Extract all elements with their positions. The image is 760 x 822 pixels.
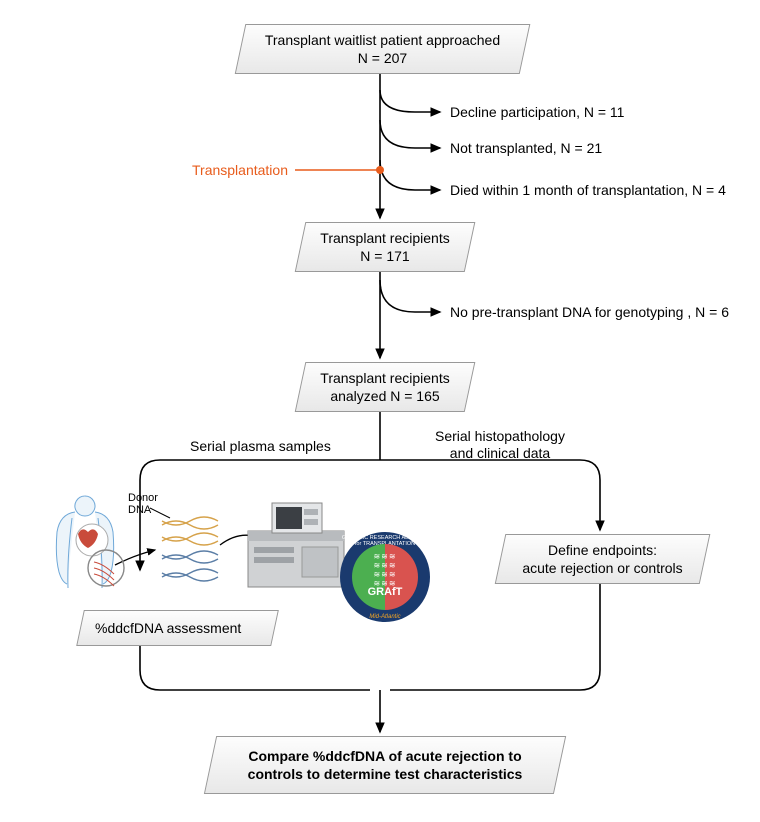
box-endpoints: Define endpoints: acute rejection or con… (495, 534, 711, 584)
sequencer-machine-icon (242, 495, 352, 598)
box-approached-line2: N = 207 (255, 49, 510, 67)
logo-bottom-text: Mid-Atlantic (340, 614, 430, 620)
box-compare: Compare %ddcfDNA of acute rejection to c… (204, 736, 566, 794)
box-approached: Transplant waitlist patient approached N… (235, 24, 531, 74)
transplantation-label: Transplantation (192, 162, 288, 178)
label-serial-plasma: Serial plasma samples (190, 438, 331, 455)
box-assessment-text: %ddcfDNA assessment (95, 619, 260, 637)
box-compare-line1: Compare %ddcfDNA of acute rejection to (227, 747, 543, 765)
logo-center-text: GRAfT (352, 586, 418, 598)
exclusion-decline: Decline participation, N = 11 (450, 104, 624, 120)
box-assessment: %ddcfDNA assessment (76, 610, 279, 646)
exclusion-died: Died within 1 month of transplantation, … (450, 182, 726, 198)
box-analyzed-line1: Transplant recipients (315, 369, 455, 387)
box-analyzed: Transplant recipients analyzed N = 165 (295, 362, 476, 412)
exclusion-not-transplanted: Not transplanted, N = 21 (450, 140, 602, 156)
graft-logo: GENOMIC RESEARCH ALLIANCE for TRANSPLANT… (340, 532, 430, 622)
dna-helix-icon (160, 515, 220, 588)
box-analyzed-line2: analyzed N = 165 (315, 387, 455, 405)
box-recipients-line2: N = 171 (315, 247, 455, 265)
box-endpoints-line2: acute rejection or controls (515, 559, 690, 577)
box-compare-line2: controls to determine test characteristi… (227, 765, 543, 783)
box-endpoints-line1: Define endpoints: (515, 541, 690, 559)
box-recipients: Transplant recipients N = 171 (295, 222, 476, 272)
label-serial-histo-l2: and clinical data (450, 445, 550, 461)
label-serial-histo-l1: Serial histopathology (435, 428, 565, 444)
flowchart-diagram: Transplant waitlist patient approached N… (20, 20, 740, 802)
label-serial-histo: Serial histopathology and clinical data (420, 428, 580, 462)
box-recipients-line1: Transplant recipients (315, 229, 455, 247)
donor-dna-label: DonorDNA (128, 492, 158, 516)
box-approached-line1: Transplant waitlist patient approached (255, 31, 510, 49)
exclusion-no-dna: No pre-transplant DNA for genotyping , N… (450, 304, 729, 320)
